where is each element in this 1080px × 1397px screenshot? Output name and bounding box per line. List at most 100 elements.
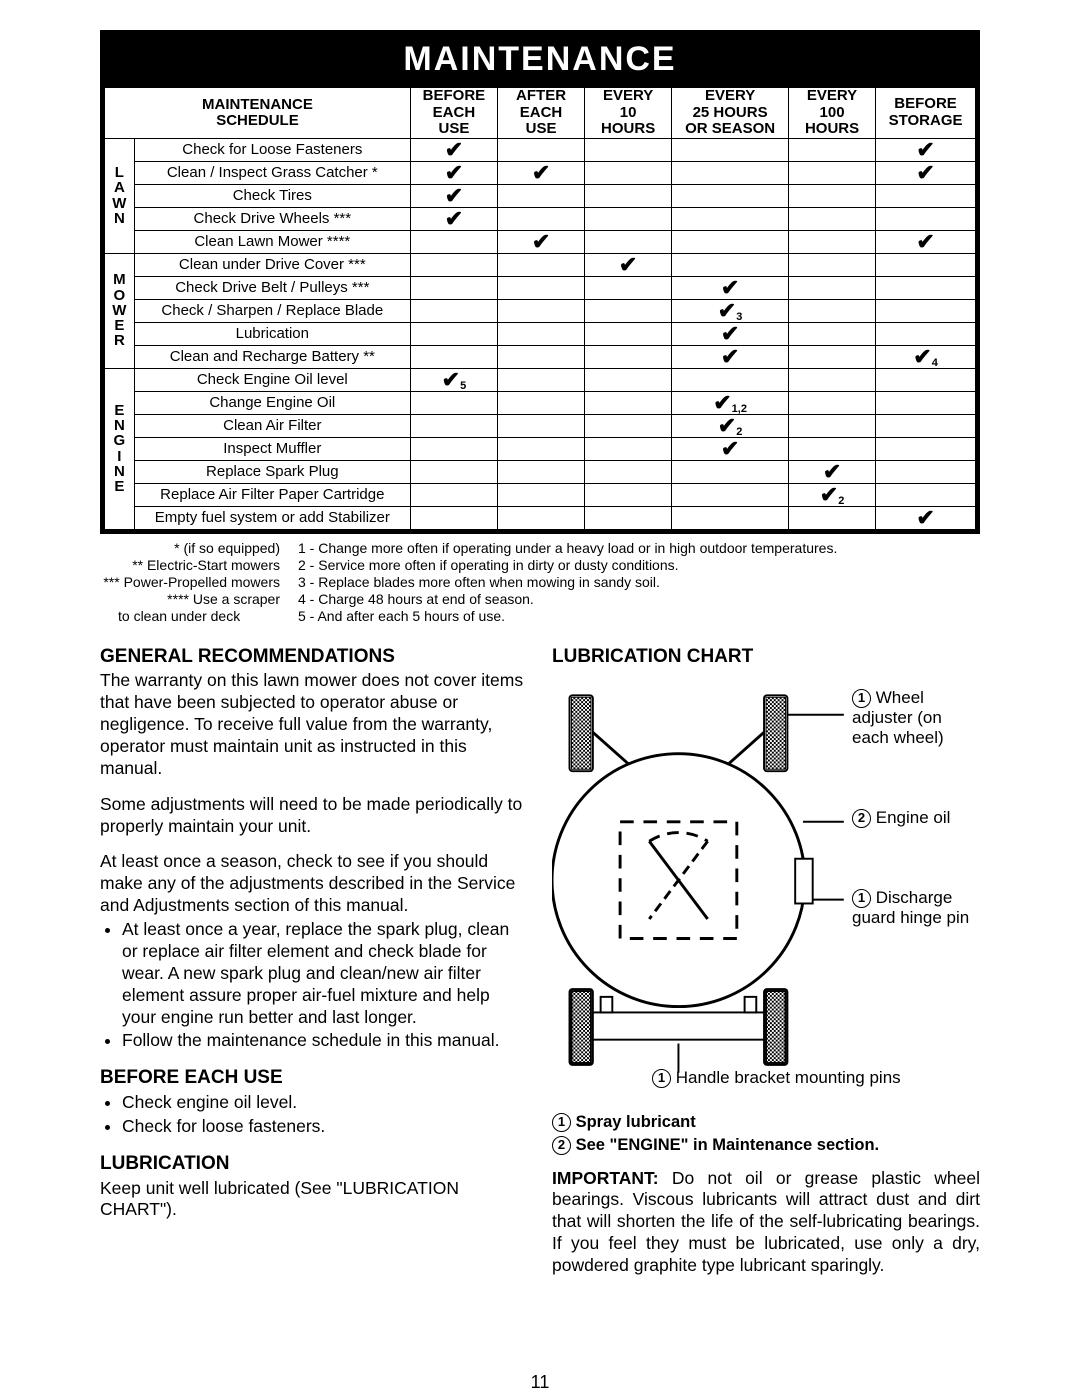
schedule-cell: [497, 253, 584, 276]
schedule-cell: [497, 483, 584, 506]
schedule-cell: [876, 207, 976, 230]
schedule-cell: [585, 322, 672, 345]
schedule-cell: ✔: [876, 161, 976, 184]
schedule-row: Clean and Recharge Battery **✔✔4: [105, 345, 976, 368]
schedule-row: Check / Sharpen / Replace Blade✔3: [105, 299, 976, 322]
schedule-cell: [410, 322, 497, 345]
col-before-storage: BEFORESTORAGE: [876, 88, 976, 139]
lubrication-legend: 1 Spray lubricant 2 See "ENGINE" in Main…: [552, 1112, 980, 1155]
before-each-use-bullets: Check engine oil level. Check for loose …: [100, 1092, 528, 1138]
schedule-cell: [585, 230, 672, 253]
schedule-cell: [585, 506, 672, 529]
schedule-cell: [585, 299, 672, 322]
schedule-cell: [876, 368, 976, 391]
schedule-cell: [876, 391, 976, 414]
schedule-cell: ✔1,2: [672, 391, 789, 414]
schedule-cell: ✔: [672, 276, 789, 299]
schedule-title-line2: SCHEDULE: [105, 113, 410, 129]
schedule-cell: ✔: [789, 460, 876, 483]
schedule-cell: [585, 161, 672, 184]
schedule-cell: [672, 138, 789, 161]
schedule-cell: ✔: [876, 506, 976, 529]
schedule-cell: ✔: [410, 161, 497, 184]
lubrication-text: Keep unit well lubricated (See "LUBRICAT…: [100, 1178, 528, 1222]
maintenance-header: MAINTENANCE: [104, 34, 976, 87]
schedule-task-name: Check Engine Oil level: [134, 368, 410, 391]
schedule-cell: ✔5: [410, 368, 497, 391]
schedule-cell: [672, 161, 789, 184]
general-bullet-2: Follow the maintenance schedule in this …: [122, 1030, 528, 1052]
body-columns: GENERAL RECOMMENDATIONS The warranty on …: [100, 643, 980, 1277]
schedule-cell: [789, 138, 876, 161]
schedule-category-label: MOWER: [105, 253, 135, 368]
schedule-cell: ✔3: [672, 299, 789, 322]
label-discharge-guard: 1 Discharge guard hinge pin: [852, 888, 980, 928]
schedule-cell: [410, 299, 497, 322]
schedule-row: Clean / Inspect Grass Catcher *✔✔✔: [105, 161, 976, 184]
footnotes-right: 1 - Change more often if operating under…: [298, 540, 837, 625]
col-after-each-use: AFTEREACHUSE: [497, 88, 584, 139]
schedule-cell: [410, 253, 497, 276]
schedule-cell: [876, 483, 976, 506]
schedule-cell: [789, 345, 876, 368]
schedule-cell: [672, 230, 789, 253]
label-engine-oil: 2 Engine oil: [852, 808, 950, 828]
schedule-category-label: LAWN: [105, 138, 135, 253]
schedule-cell: [497, 414, 584, 437]
schedule-cell: [789, 391, 876, 414]
schedule-row: Replace Spark Plug✔: [105, 460, 976, 483]
general-recs-title: GENERAL RECOMMENDATIONS: [100, 645, 528, 669]
schedule-cell: [410, 276, 497, 299]
schedule-cell: ✔: [410, 138, 497, 161]
fn-star4: **** Use a scraper: [100, 591, 280, 607]
left-column: GENERAL RECOMMENDATIONS The warranty on …: [100, 643, 528, 1277]
page: MAINTENANCE MAINTENANCE SCHEDULE BEF: [0, 0, 1080, 1397]
schedule-cell: [410, 483, 497, 506]
schedule-cell: [789, 253, 876, 276]
footnotes-left: * (if so equipped) ** Electric-Start mow…: [100, 540, 280, 625]
fn-star1: * (if so equipped): [100, 540, 280, 556]
schedule-task-name: Clean Air Filter: [134, 414, 410, 437]
schedule-cell: [585, 276, 672, 299]
maintenance-block: MAINTENANCE MAINTENANCE SCHEDULE BEF: [100, 30, 980, 534]
schedule-cell: [585, 460, 672, 483]
schedule-row: Check Drive Wheels ***✔: [105, 207, 976, 230]
schedule-cell: [497, 322, 584, 345]
schedule-cell: [789, 437, 876, 460]
schedule-row: Clean Air Filter✔2: [105, 414, 976, 437]
schedule-cell: [585, 368, 672, 391]
general-recs-p3: At least once a season, check to see if …: [100, 851, 528, 917]
beu-bullet-1: Check engine oil level.: [122, 1092, 528, 1114]
schedule-cell: [789, 161, 876, 184]
schedule-cell: [585, 207, 672, 230]
fn-5: 5 - And after each 5 hours of use.: [298, 608, 837, 624]
schedule-cell: [789, 414, 876, 437]
schedule-cell: [789, 207, 876, 230]
schedule-cell: [497, 184, 584, 207]
schedule-cell: [585, 437, 672, 460]
schedule-cell: [585, 483, 672, 506]
beu-bullet-2: Check for loose fasteners.: [122, 1116, 528, 1138]
schedule-cell: [585, 184, 672, 207]
schedule-cell: [410, 506, 497, 529]
right-column: LUBRICATION CHART: [552, 643, 980, 1277]
schedule-title-line1: MAINTENANCE: [105, 97, 410, 113]
schedule-row: Check Tires✔: [105, 184, 976, 207]
schedule-cell: [497, 460, 584, 483]
schedule-row: Lubrication✔: [105, 322, 976, 345]
schedule-cell: ✔: [410, 184, 497, 207]
before-each-use-title: BEFORE EACH USE: [100, 1066, 528, 1090]
schedule-task-name: Empty fuel system or add Stabilizer: [134, 506, 410, 529]
schedule-cell: ✔: [410, 207, 497, 230]
schedule-cell: ✔2: [789, 483, 876, 506]
schedule-cell: [497, 391, 584, 414]
schedule-cell: [876, 253, 976, 276]
schedule-task-name: Check Tires: [134, 184, 410, 207]
schedule-row: Check Drive Belt / Pulleys ***✔: [105, 276, 976, 299]
legend-spray: Spray lubricant: [571, 1113, 696, 1131]
legend-engine: See "ENGINE" in Maintenance section.: [571, 1136, 879, 1154]
schedule-cell: ✔: [876, 230, 976, 253]
schedule-cell: [789, 276, 876, 299]
schedule-cell: [497, 207, 584, 230]
schedule-cell: [672, 207, 789, 230]
